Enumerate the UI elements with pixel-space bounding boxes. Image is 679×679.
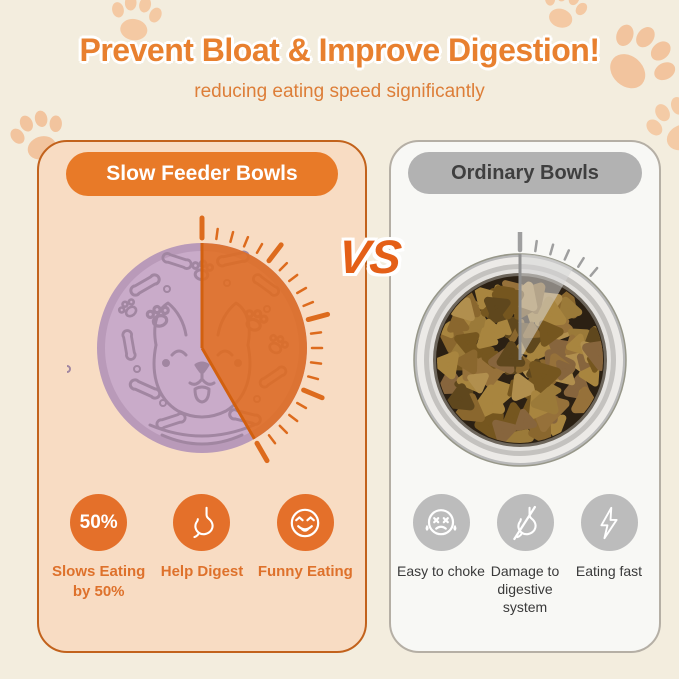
badge-50-percent-label: 50%: [79, 511, 118, 533]
ordinary-bowls-panel-title: Ordinary Bowls: [408, 152, 642, 194]
paw-print-icon: [529, 0, 597, 45]
slow-feeder-bowl-photo: [67, 215, 331, 464]
ordinary-bowl-features: Easy to choke Damage to digestive system: [397, 494, 651, 617]
feature-label: Help Digest: [160, 563, 244, 580]
timer-ticks: [517, 232, 599, 277]
stomach-icon: [173, 494, 231, 551]
slow-feeder-features: 50% Slows Eating by 50% Help Digest: [47, 494, 357, 601]
feature-label: Damage to digestive system: [490, 563, 560, 616]
feature-slows-eating: 50% Slows Eating by 50%: [47, 494, 150, 601]
page-title: Prevent Bloat & Improve Digestion!: [79, 32, 600, 68]
feature-eating-fast: Eating fast: [567, 494, 651, 617]
laughing-face-icon: [276, 494, 334, 551]
choking-face-icon: [412, 494, 470, 551]
feature-funny-eating: Funny Eating: [254, 494, 357, 601]
page-subtitle: reducing eating speed significantly: [194, 81, 485, 102]
feature-label: Slows Eating by 50%: [51, 563, 146, 600]
paw-print-icon: [630, 80, 679, 175]
lightning-icon: [580, 494, 638, 551]
timer-ticks: [199, 215, 331, 464]
feature-label: Easy to choke: [397, 563, 485, 579]
badge-50-percent-icon: 50%: [70, 494, 128, 551]
ordinary-bowl-photo: [413, 232, 627, 467]
slow-feeder-panel-title: Slow Feeder Bowls: [66, 152, 338, 196]
feature-help-digest: Help Digest: [150, 494, 253, 601]
header: Prevent Bloat & Improve Digestion! reduc…: [0, 0, 679, 103]
feature-damage-digestive: Damage to digestive system: [483, 494, 567, 617]
vs-badge: VS: [335, 230, 405, 283]
stomach-slash-icon: [496, 494, 554, 551]
paw-print-icon: [100, 0, 170, 56]
feature-label: Funny Eating: [257, 563, 353, 580]
paw-print-icon: [574, 0, 679, 124]
feature-easy-to-choke: Easy to choke: [397, 494, 485, 617]
feature-label: Eating fast: [575, 563, 643, 579]
